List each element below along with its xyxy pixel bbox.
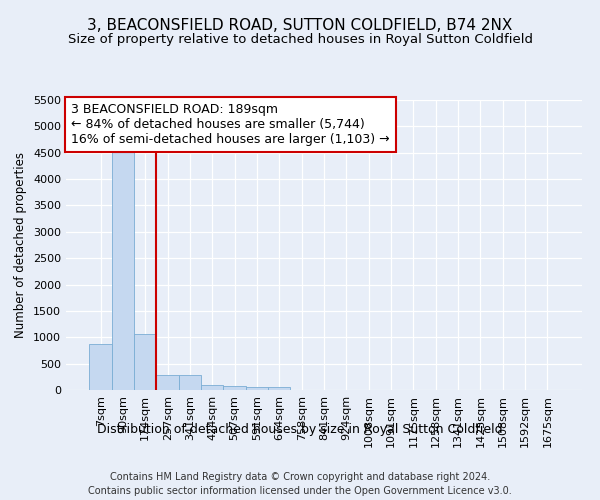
Bar [223, 386, 246, 390]
Y-axis label: Number of detached properties: Number of detached properties [14, 152, 28, 338]
Bar [112, 150, 134, 390]
Text: 3 BEACONSFIELD ROAD: 189sqm
← 84% of detached houses are smaller (5,744)
16% of : 3 BEACONSFIELD ROAD: 189sqm ← 84% of det… [71, 103, 390, 146]
Text: Contains HM Land Registry data © Crown copyright and database right 2024.
Contai: Contains HM Land Registry data © Crown c… [88, 472, 512, 496]
Bar [89, 344, 112, 390]
Bar [201, 385, 223, 390]
Bar [157, 374, 179, 390]
Text: 3, BEACONSFIELD ROAD, SUTTON COLDFIELD, B74 2NX: 3, BEACONSFIELD ROAD, SUTTON COLDFIELD, … [88, 18, 512, 32]
Bar [179, 375, 201, 390]
Text: Distribution of detached houses by size in Royal Sutton Coldfield: Distribution of detached houses by size … [97, 422, 503, 436]
Text: Size of property relative to detached houses in Royal Sutton Coldfield: Size of property relative to detached ho… [67, 32, 533, 46]
Bar [246, 387, 268, 390]
Bar [134, 334, 157, 390]
Bar [268, 388, 290, 390]
